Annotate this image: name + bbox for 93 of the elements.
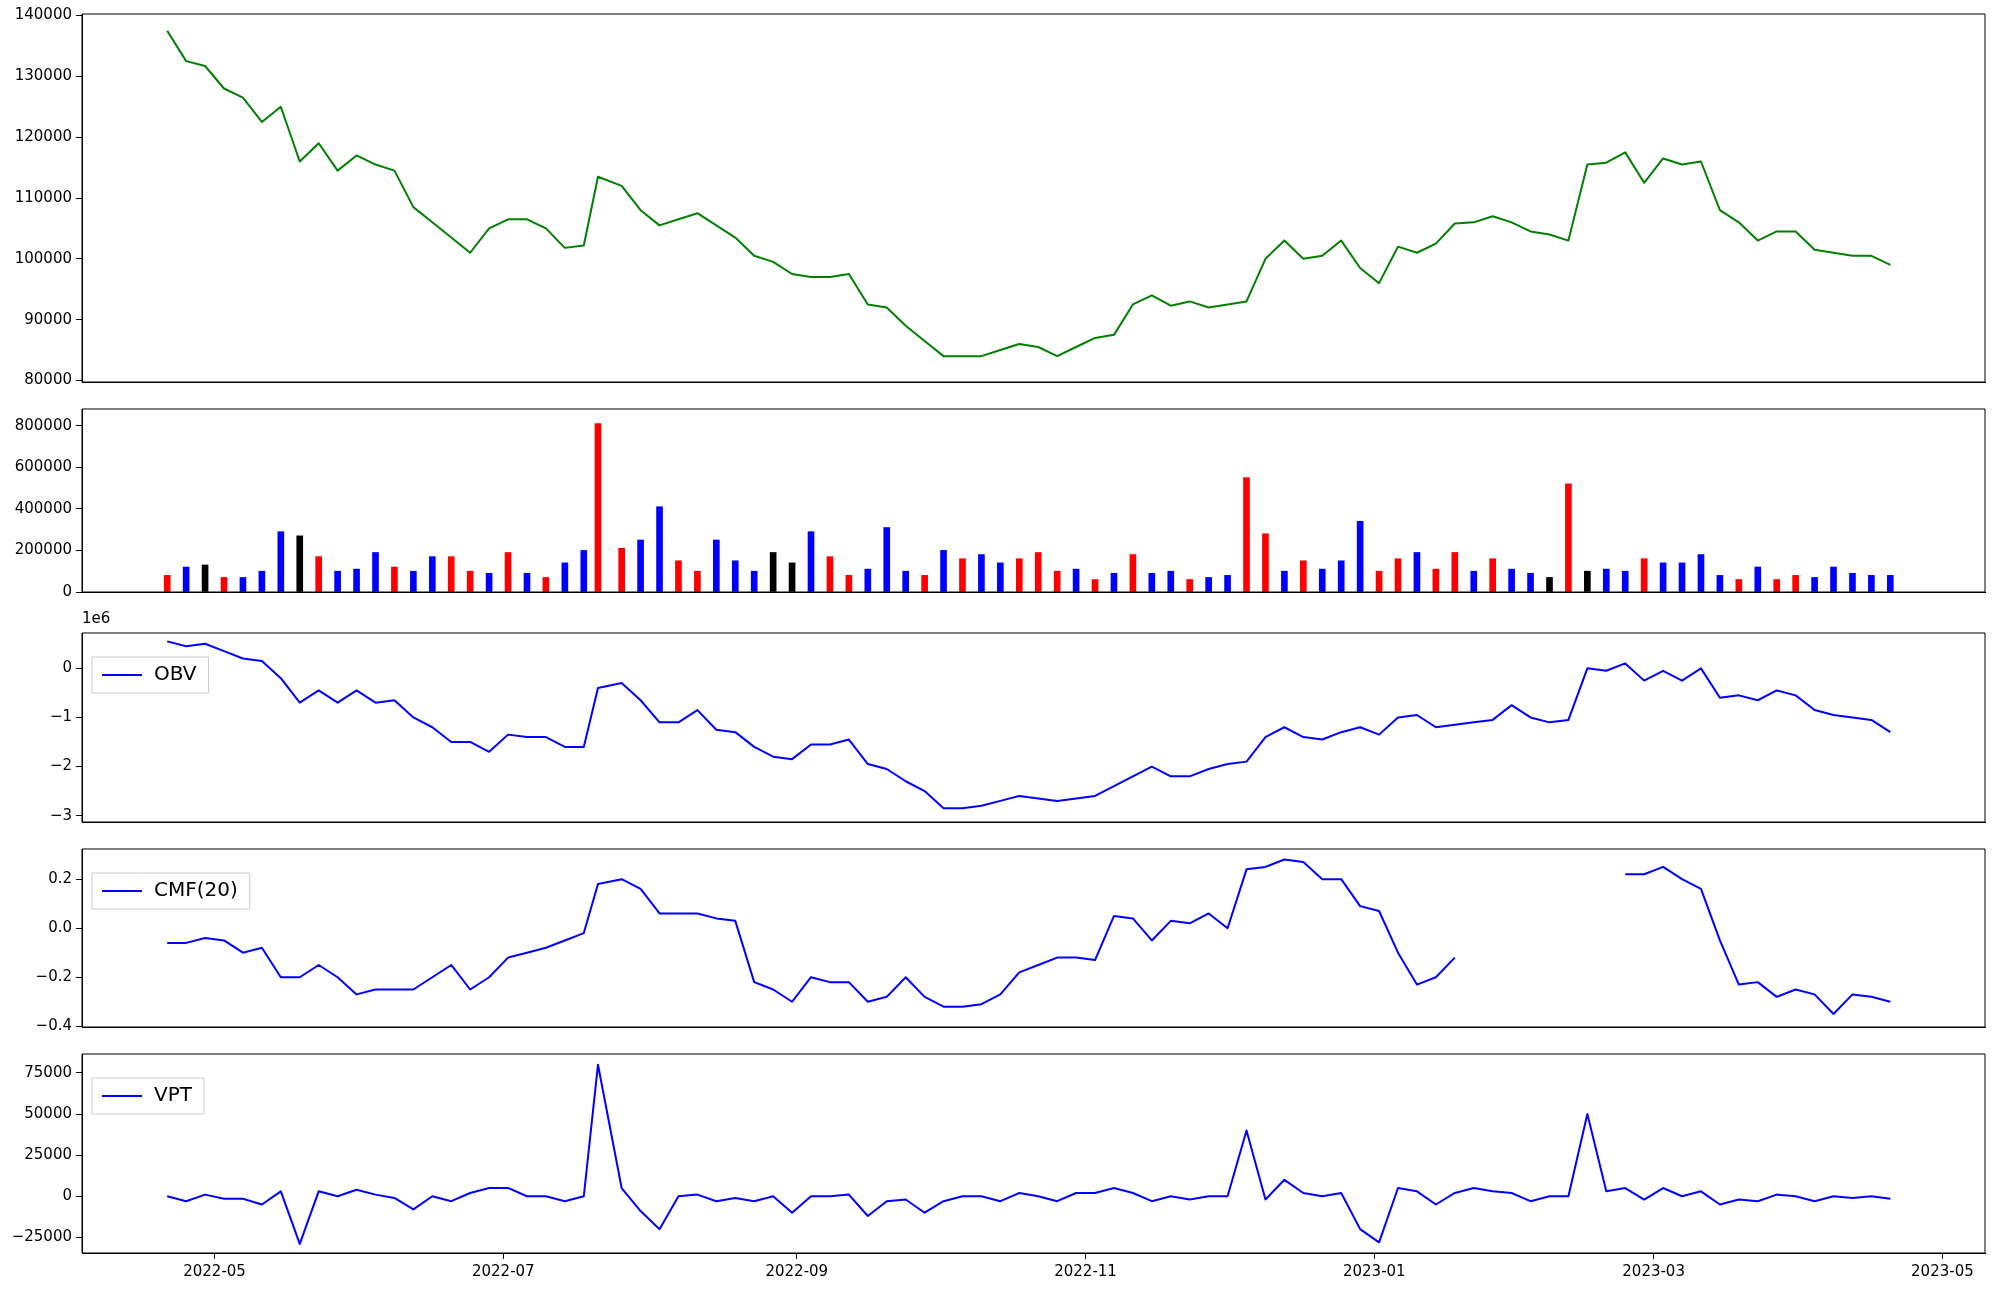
y-tick-label: 0 (62, 581, 72, 600)
legend-label: CMF(20) (154, 877, 238, 902)
bar (1015, 558, 1023, 592)
bar (372, 552, 379, 592)
y-tick-label: 120000 (14, 127, 72, 146)
y-tick-label: 0.0 (48, 918, 72, 937)
y-tick-label: −25000 (11, 1227, 72, 1246)
y-tick-label: 600000 (14, 457, 72, 476)
x-tick-label: 2022-09 (765, 1261, 829, 1280)
bar (277, 531, 285, 592)
bar (391, 566, 398, 592)
bar (447, 556, 455, 592)
bar (315, 556, 323, 592)
bar (1318, 568, 1326, 592)
bar (883, 527, 891, 592)
bar (1849, 572, 1856, 592)
bar (334, 570, 341, 592)
bar (1621, 570, 1629, 592)
bar (618, 548, 625, 592)
bar (466, 570, 474, 592)
y-tick-label: 130000 (14, 66, 72, 85)
x-tick-label: 2023-03 (1622, 1261, 1685, 1280)
bar (1773, 579, 1781, 592)
bar (1508, 568, 1515, 592)
y-tick-label: 0 (62, 658, 72, 677)
bar (864, 568, 872, 592)
bar (731, 560, 739, 592)
y-tick-label: 200000 (14, 540, 72, 559)
bar (353, 568, 360, 592)
bar (959, 558, 966, 592)
bar (580, 550, 588, 592)
legend-label: OBV (154, 661, 197, 686)
bar (1243, 477, 1250, 592)
bar (713, 539, 720, 592)
bar (1034, 552, 1042, 592)
y-tick-label: 100000 (14, 248, 72, 267)
bar (1300, 560, 1307, 592)
bar (1792, 575, 1799, 592)
x-tick-label: 2022-05 (183, 1261, 246, 1280)
bar (1470, 570, 1478, 592)
y-tick-label: 90000 (24, 309, 72, 328)
y-tick-label: −1 (49, 707, 72, 726)
bar (1205, 577, 1212, 592)
bar (1167, 570, 1175, 592)
y-tick-label: −3 (49, 805, 72, 824)
bar (1527, 572, 1534, 592)
y-tick-label: −0.4 (35, 1016, 72, 1035)
bar (1754, 566, 1762, 592)
bar (1262, 533, 1269, 592)
bar (1811, 577, 1818, 592)
bar (902, 570, 910, 592)
y-tick-label: −2 (49, 756, 72, 775)
y-tick-label: 140000 (14, 5, 72, 24)
bar (1602, 568, 1610, 592)
x-tick-label: 2022-11 (1054, 1261, 1117, 1280)
bar (1868, 575, 1875, 592)
bar (1186, 579, 1194, 592)
bar (978, 554, 985, 592)
bar (940, 550, 947, 592)
y-tick-label: 80000 (24, 370, 72, 389)
bar (675, 560, 682, 592)
bar (637, 539, 644, 592)
bar (1281, 570, 1288, 592)
y-tick-label: 0.2 (48, 869, 72, 888)
text: 1e6 (82, 609, 111, 628)
bar (750, 570, 758, 592)
x-tick-label: 2022-07 (471, 1261, 535, 1280)
y-tick-label: 400000 (14, 498, 72, 517)
bar (1830, 566, 1837, 592)
y-tick-label: −0.2 (35, 967, 72, 986)
bar (594, 423, 602, 592)
bar (656, 506, 663, 592)
y-tick-label: 25000 (24, 1145, 72, 1164)
bar (694, 570, 701, 592)
y-tick-label: 75000 (24, 1062, 72, 1081)
bar (921, 575, 928, 592)
bar (163, 575, 171, 592)
x-tick-label: 2023-01 (1342, 1261, 1406, 1280)
bar (1337, 560, 1345, 592)
legend-label: VPT (154, 1082, 193, 1107)
y-tick-label: 800000 (14, 415, 72, 434)
bar (410, 570, 417, 592)
y-tick-label: 50000 (24, 1103, 72, 1122)
bar (1489, 558, 1497, 592)
y-tick-label: 110000 (14, 187, 72, 206)
bar (1224, 575, 1231, 592)
bar (997, 562, 1004, 592)
bar (1451, 552, 1459, 592)
y-tick-label: 0 (62, 1186, 72, 1205)
x-tick-label: 2023-05 (1911, 1261, 1974, 1280)
bar (1565, 483, 1572, 592)
bar (428, 556, 436, 592)
bar (1886, 575, 1894, 592)
